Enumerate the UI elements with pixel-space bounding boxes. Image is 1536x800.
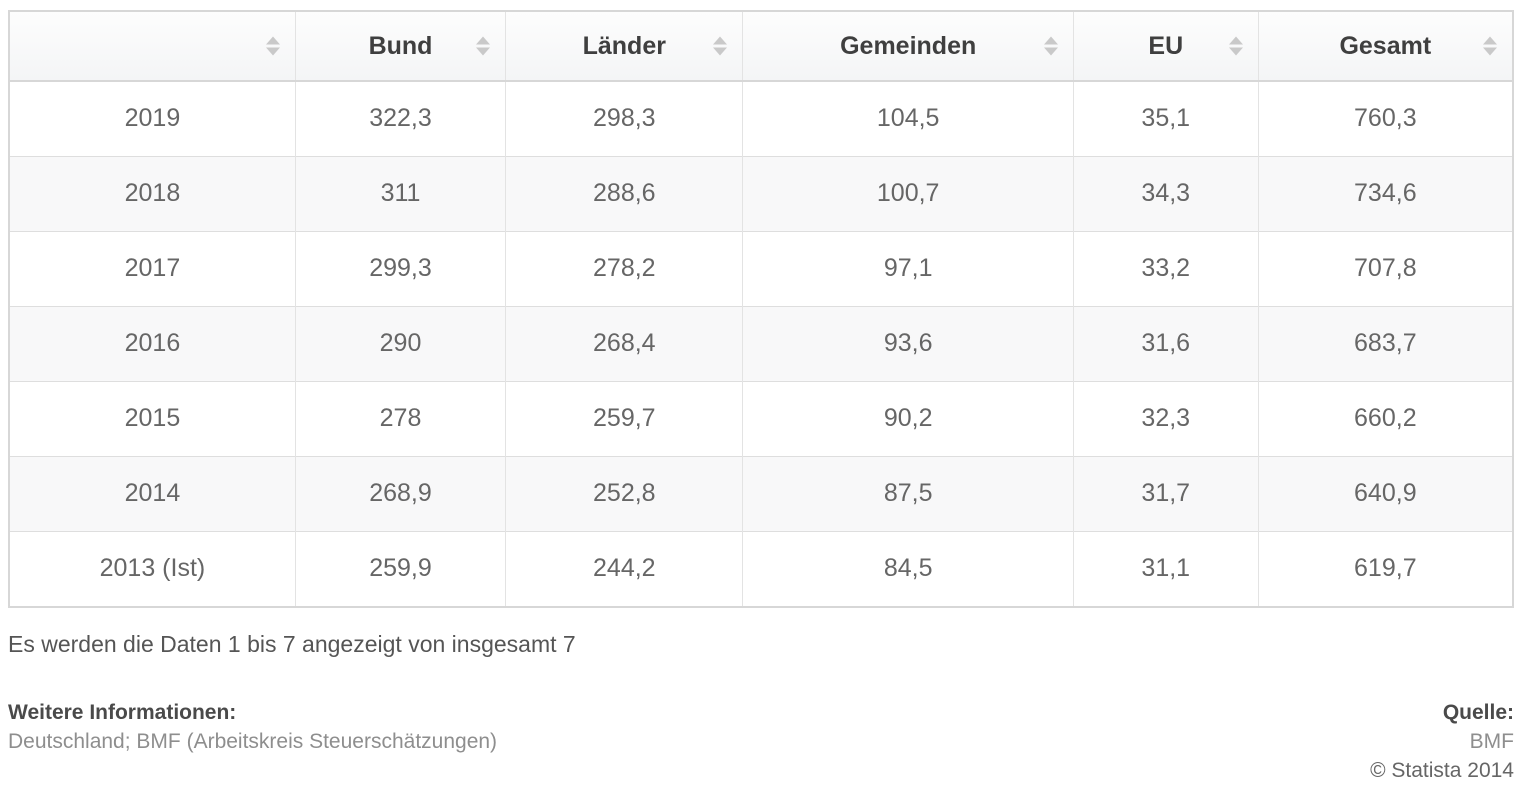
sort-down-icon <box>265 47 280 56</box>
value-cell: 259,7 <box>505 380 744 456</box>
value-cell: 259,9 <box>295 530 507 606</box>
year-cell: 2019 <box>10 81 296 156</box>
value-cell: 299,3 <box>295 230 507 306</box>
column-header-eu[interactable]: EU <box>1073 12 1259 82</box>
value-cell: 278 <box>295 380 507 456</box>
copyright: © Statista 2014 <box>1370 759 1514 782</box>
year-cell: 2014 <box>10 455 296 531</box>
value-cell: 734,6 <box>1258 155 1512 231</box>
source-label: Quelle: <box>1442 701 1514 724</box>
value-cell: 104,5 <box>742 81 1074 156</box>
value-cell: 84,5 <box>742 530 1074 606</box>
column-header-label: EU <box>1148 31 1184 60</box>
table-row: 2018 311 288,6 100,7 34,3 734,6 <box>10 155 1512 231</box>
value-cell: 268,9 <box>295 455 507 531</box>
column-header-label: Gemeinden <box>840 31 977 60</box>
value-cell: 290 <box>295 305 507 381</box>
value-cell: 31,1 <box>1073 530 1259 606</box>
source-value: BMF <box>1469 730 1514 753</box>
column-header-year[interactable] <box>10 12 296 82</box>
pagination-status: Es werden die Daten 1 bis 7 angezeigt vo… <box>8 631 576 657</box>
value-cell: 35,1 <box>1073 81 1259 156</box>
value-cell: 660,2 <box>1258 380 1512 456</box>
sort-icon[interactable] <box>1228 36 1243 56</box>
table-row: 2014 268,9 252,8 87,5 31,7 640,9 <box>10 455 1512 531</box>
value-cell: 90,2 <box>742 380 1074 456</box>
year-cell: 2016 <box>10 305 296 381</box>
value-cell: 298,3 <box>505 81 744 156</box>
sort-up-icon <box>1043 36 1058 45</box>
sort-down-icon <box>1043 47 1058 56</box>
table-row: 2013 (Ist) 259,9 244,2 84,5 31,1 619,7 <box>10 530 1512 606</box>
table-row: 2017 299,3 278,2 97,1 33,2 707,8 <box>10 230 1512 306</box>
value-cell: 100,7 <box>742 155 1074 231</box>
column-header-bund[interactable]: Bund <box>295 12 507 82</box>
value-cell: 252,8 <box>505 455 744 531</box>
value-cell: 93,6 <box>742 305 1074 381</box>
value-cell: 683,7 <box>1258 305 1512 381</box>
column-header-laender[interactable]: Länder <box>505 12 744 82</box>
sort-icon[interactable] <box>1483 36 1497 56</box>
column-header-gesamt[interactable]: Gesamt <box>1258 12 1512 82</box>
value-cell: 619,7 <box>1258 530 1512 606</box>
year-cell: 2013 (Ist) <box>10 530 296 606</box>
value-cell: 87,5 <box>742 455 1074 531</box>
value-cell: 34,3 <box>1073 155 1259 231</box>
sort-up-icon <box>713 36 728 45</box>
sort-down-icon <box>1228 47 1243 56</box>
value-cell: 760,3 <box>1258 81 1512 156</box>
column-header-label: Länder <box>582 31 666 60</box>
value-cell: 278,2 <box>505 230 744 306</box>
sort-up-icon <box>265 36 280 45</box>
value-cell: 311 <box>295 155 507 231</box>
value-cell: 707,8 <box>1258 230 1512 306</box>
data-table: Bund Länder Gemeinden EU <box>10 12 1512 606</box>
footer-info: Weitere Informationen: Deutschland; BMF … <box>8 698 497 756</box>
year-cell: 2017 <box>10 230 296 306</box>
value-cell: 32,3 <box>1073 380 1259 456</box>
sort-icon[interactable] <box>1043 36 1058 56</box>
value-cell: 33,2 <box>1073 230 1259 306</box>
sort-up-icon <box>1228 36 1243 45</box>
footer: Weitere Informationen: Deutschland; BMF … <box>8 698 1514 785</box>
value-cell: 31,7 <box>1073 455 1259 531</box>
sort-down-icon <box>713 47 728 56</box>
value-cell: 31,6 <box>1073 305 1259 381</box>
sort-up-icon <box>476 36 491 45</box>
sort-down-icon <box>476 47 491 56</box>
value-cell: 97,1 <box>742 230 1074 306</box>
sort-icon[interactable] <box>265 36 280 56</box>
footer-source: Quelle: BMF © Statista 2014 <box>1370 698 1514 785</box>
table-row: 2019 322,3 298,3 104,5 35,1 760,3 <box>10 81 1512 156</box>
table-row: 2015 278 259,7 90,2 32,3 660,2 <box>10 380 1512 456</box>
table-row: 2016 290 268,4 93,6 31,6 683,7 <box>10 305 1512 381</box>
value-cell: 322,3 <box>295 81 507 156</box>
sort-down-icon <box>1483 47 1497 56</box>
table-header-row: Bund Länder Gemeinden EU <box>10 12 1512 82</box>
value-cell: 288,6 <box>505 155 744 231</box>
year-cell: 2015 <box>10 380 296 456</box>
value-cell: 640,9 <box>1258 455 1512 531</box>
sort-up-icon <box>1483 36 1497 45</box>
info-label: Weitere Informationen: <box>8 701 237 724</box>
data-table-container: Bund Länder Gemeinden EU <box>8 10 1514 608</box>
year-cell: 2018 <box>10 155 296 231</box>
column-header-label: Bund <box>368 31 433 60</box>
sort-icon[interactable] <box>476 36 491 56</box>
info-value: Deutschland; BMF (Arbeitskreis Steuersch… <box>8 730 498 753</box>
column-header-gemeinden[interactable]: Gemeinden <box>742 12 1074 82</box>
column-header-label: Gesamt <box>1339 31 1432 60</box>
sort-icon[interactable] <box>713 36 728 56</box>
value-cell: 268,4 <box>505 305 744 381</box>
value-cell: 244,2 <box>505 530 744 606</box>
